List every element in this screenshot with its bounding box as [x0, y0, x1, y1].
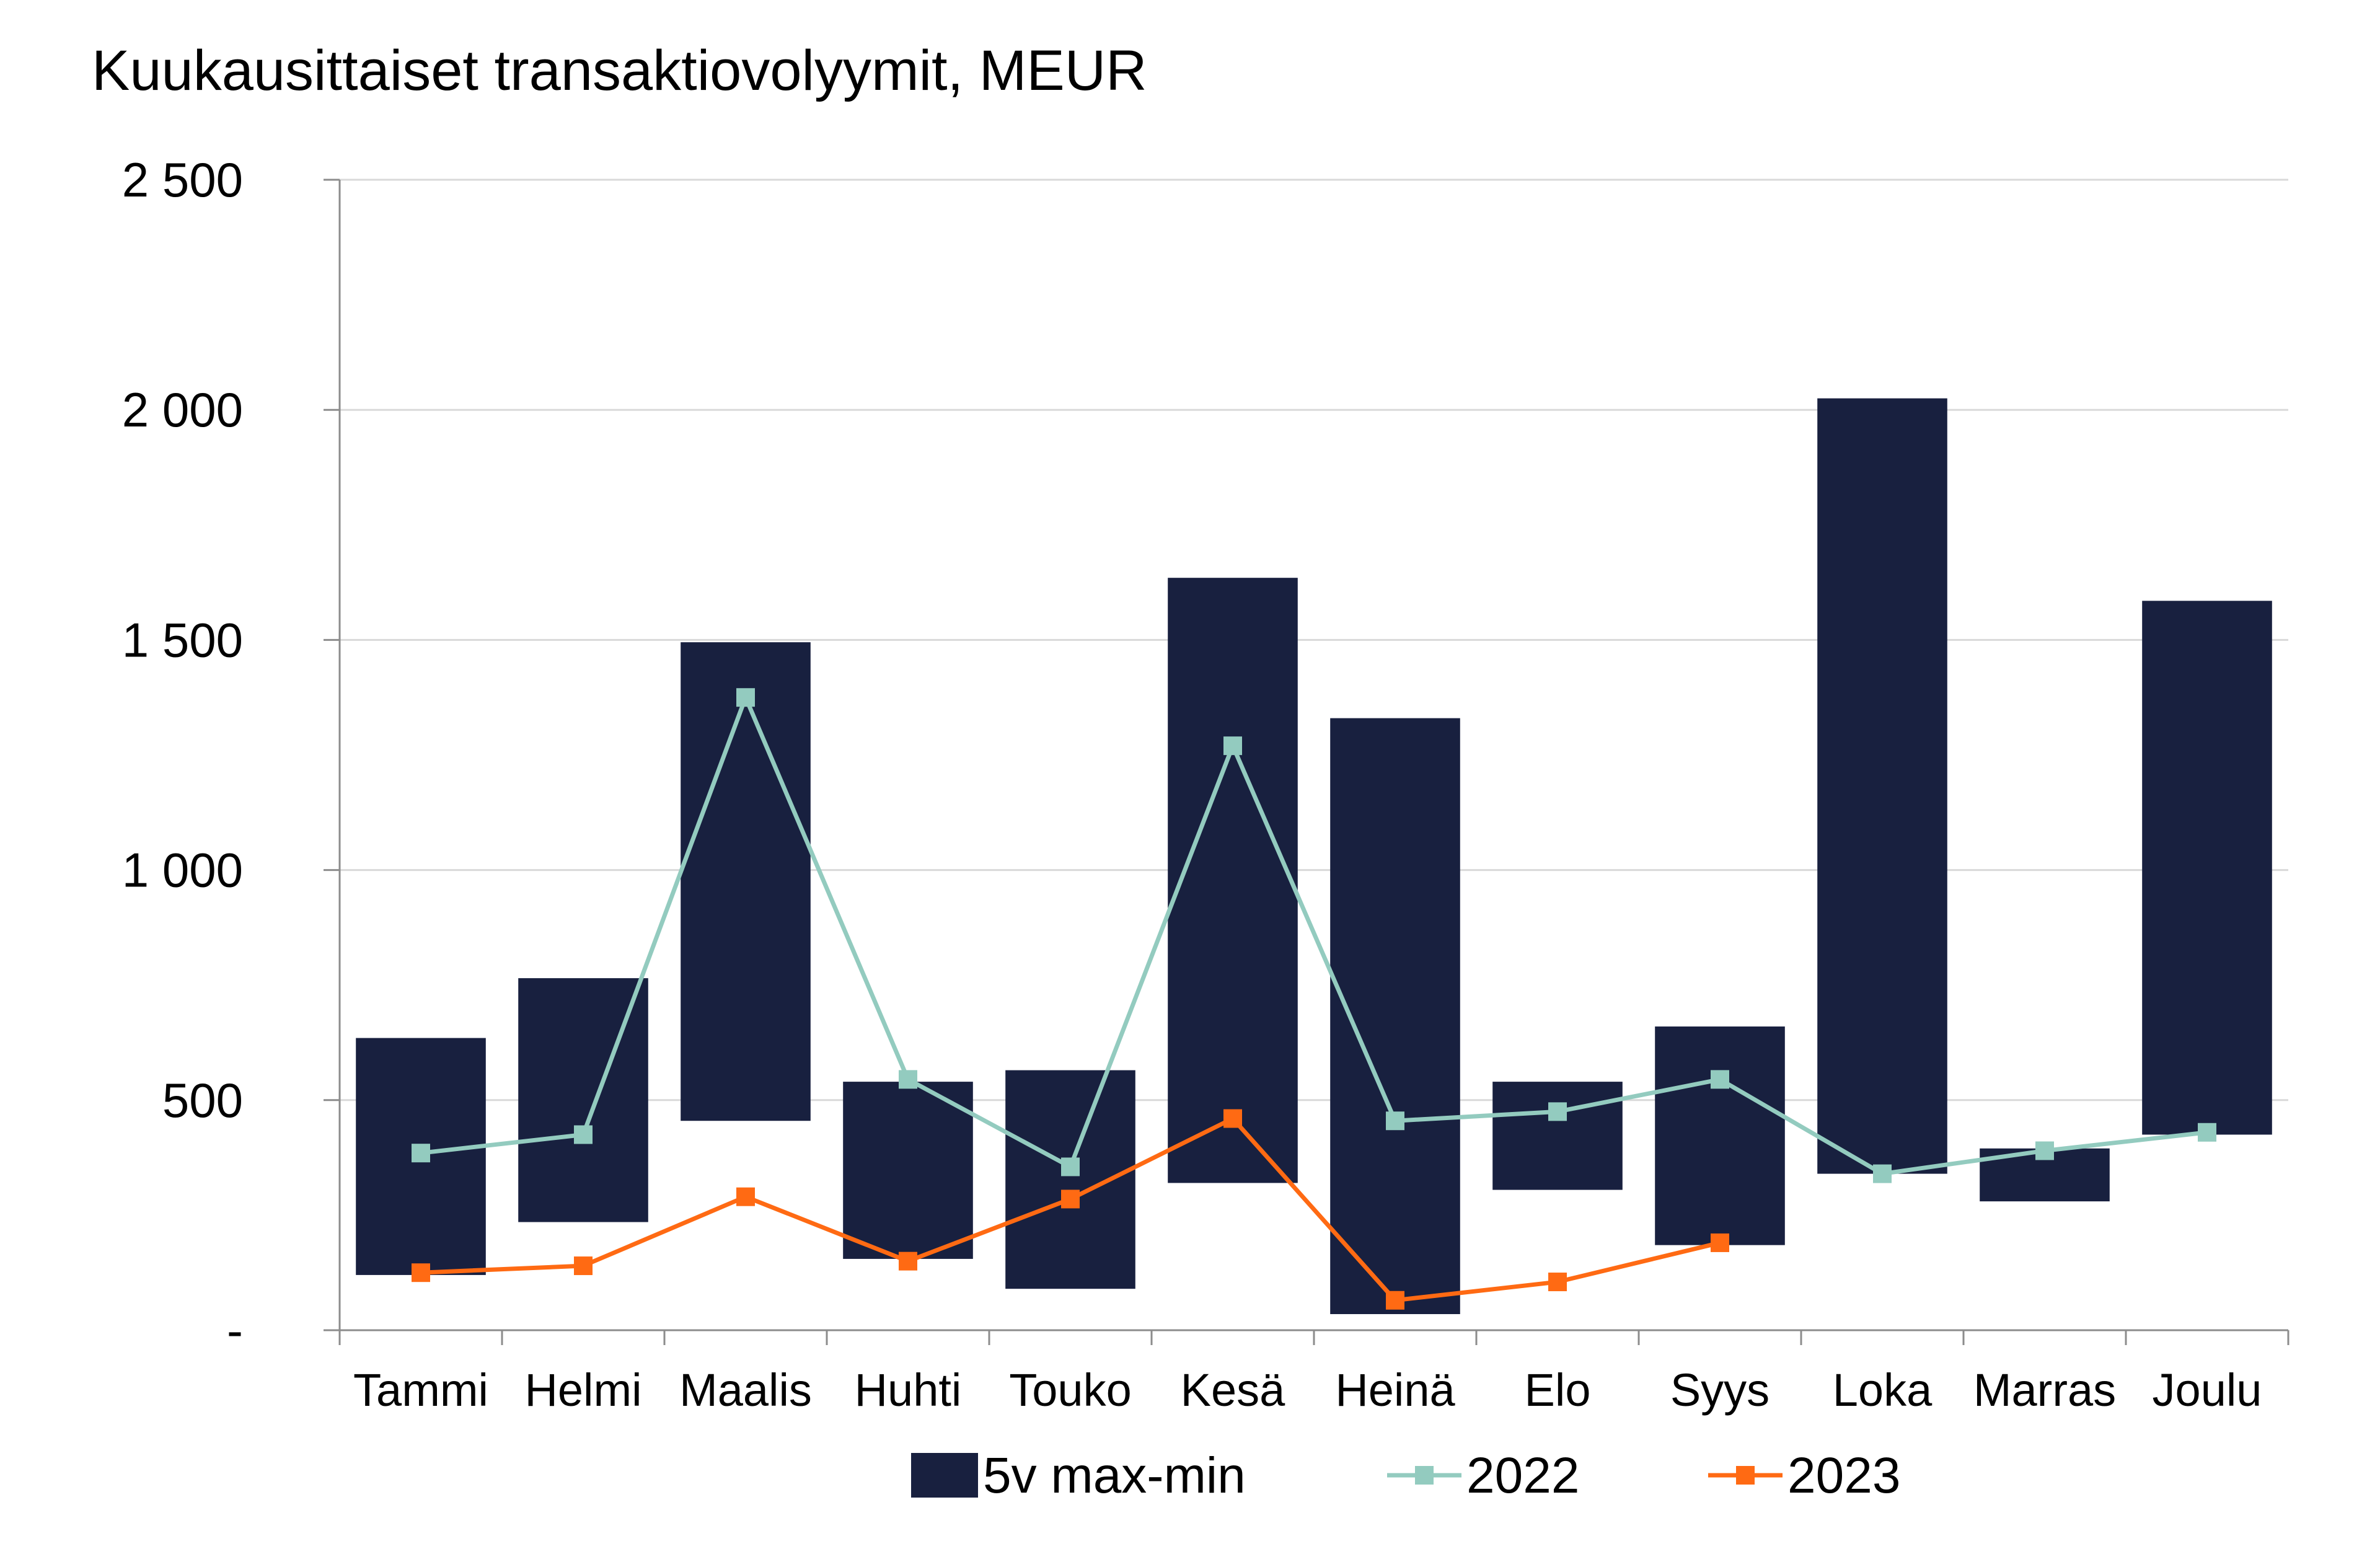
y-tick-label: 2 000 [122, 382, 243, 437]
y-tick-label: 2 500 [122, 152, 243, 207]
data-point-2023 [1548, 1273, 1567, 1292]
x-tick-label: Huhti [855, 1364, 962, 1416]
x-tick-label: Touko [1009, 1364, 1131, 1416]
range-bar-maalis [681, 642, 811, 1121]
data-point-2023 [1711, 1233, 1729, 1252]
legend-label-range: 5v max-min [983, 1447, 1246, 1504]
x-tick-label: Marras [1973, 1364, 2116, 1416]
x-tick-label: Elo [1525, 1364, 1591, 1416]
legend: 5v max-min 2022 2023 [911, 1447, 1900, 1504]
range-bar-syys [1655, 1026, 1785, 1245]
x-axis-tick-labels: Tammi Helmi Maalis Huhti Touko Kesä Heinä Elo Sy… [353, 1364, 2262, 1416]
data-point-2023 [1386, 1291, 1404, 1310]
x-tick-label: Joulu [2153, 1364, 2262, 1416]
series-lines [412, 688, 2216, 1310]
legend-label-2023: 2023 [1787, 1447, 1900, 1504]
data-point-2022 [574, 1125, 593, 1144]
x-tick-label: Maalis [679, 1364, 812, 1416]
y-tick-label: 1 500 [122, 612, 243, 667]
data-point-2022 [2198, 1123, 2216, 1142]
data-point-2023 [1061, 1190, 1080, 1209]
data-point-2023 [574, 1256, 593, 1276]
data-point-2023 [899, 1251, 917, 1271]
data-point-2022 [412, 1144, 430, 1163]
data-point-2023 [412, 1263, 430, 1282]
data-point-2023 [736, 1187, 755, 1206]
range-bar-joulu [2142, 601, 2272, 1135]
data-point-2022 [1386, 1111, 1404, 1131]
x-tick-label: Loka [1833, 1364, 1933, 1416]
y-tick-label: 1 000 [122, 843, 243, 898]
data-point-2022 [1061, 1157, 1080, 1176]
axes [324, 179, 2290, 1345]
series-line-2022 [420, 695, 2208, 1176]
gridlines [340, 179, 2288, 1101]
y-tick-label: - [227, 1303, 243, 1357]
x-tick-label: Tammi [353, 1364, 488, 1416]
chart-title: Kuukausittaiset transaktiovolyymit, MEUR [92, 39, 1147, 102]
range-bar-touko [1005, 1070, 1135, 1289]
legend-marker-2023 [1736, 1466, 1755, 1485]
data-point-2022 [1548, 1102, 1567, 1121]
data-point-2022 [736, 688, 755, 707]
data-point-2022 [1873, 1164, 1892, 1183]
x-tick-label: Kesä [1181, 1364, 1286, 1416]
range-bar-loka [1817, 398, 1947, 1174]
y-tick-label: 500 [162, 1073, 243, 1128]
x-tick-label: Heinä [1335, 1364, 1455, 1416]
range-bars [356, 398, 2272, 1315]
legend-swatch-range [911, 1453, 978, 1498]
range-bar-kesä [1168, 578, 1298, 1183]
data-point-2023 [1223, 1109, 1242, 1128]
legend-marker-2022 [1415, 1466, 1434, 1485]
x-tick-label: Helmi [524, 1364, 641, 1416]
legend-label-2022: 2022 [1466, 1447, 1579, 1504]
data-point-2022 [1223, 736, 1242, 756]
data-point-2022 [899, 1070, 917, 1089]
data-point-2022 [1711, 1070, 1729, 1089]
x-tick-label: Syys [1670, 1364, 1770, 1416]
y-axis-tick-labels: - 500 1 000 1 500 2 000 2 500 [122, 152, 243, 1357]
data-point-2022 [2035, 1141, 2054, 1160]
range-bar-elo [1492, 1082, 1623, 1190]
range-bar-huhti [843, 1082, 973, 1259]
